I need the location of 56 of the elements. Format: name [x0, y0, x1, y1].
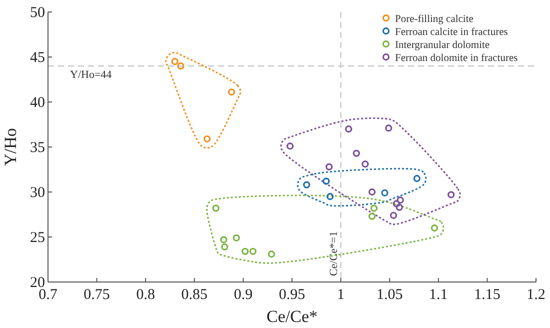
point — [221, 243, 228, 250]
x-tick-label: 0.7 — [38, 287, 58, 303]
point — [390, 212, 398, 219]
x-tick-label: 0.95 — [278, 287, 306, 303]
point — [392, 200, 400, 208]
y-tick-label: 25 — [30, 230, 45, 246]
point — [204, 135, 211, 142]
point — [413, 174, 420, 182]
x-tick-label: 1.05 — [376, 287, 403, 303]
point — [228, 88, 236, 96]
point — [385, 124, 392, 132]
point — [220, 236, 228, 244]
legend-label: Intergranular dolomite — [395, 40, 490, 51]
legend-label: Pore-filling calcite — [395, 14, 474, 25]
point — [396, 196, 404, 204]
point — [362, 160, 369, 168]
point — [345, 125, 352, 133]
x-tick-label: 1.15 — [474, 287, 500, 303]
point — [286, 142, 294, 150]
x-tick-label: 1.2 — [526, 287, 546, 303]
legend-label: Ferroan calcite in fractures — [395, 27, 508, 38]
point — [303, 181, 310, 188]
point — [171, 58, 178, 66]
point — [448, 191, 455, 198]
y-tick-label: 50 — [30, 5, 45, 21]
x-tick-label: 1.1 — [429, 287, 448, 303]
ref-line-label: Ce/Ce*=1 — [328, 231, 340, 276]
point — [326, 163, 333, 170]
point — [396, 204, 403, 211]
point — [249, 248, 257, 255]
y-tick-label: 45 — [30, 50, 45, 66]
y-tick-label: 30 — [30, 185, 45, 201]
x-tick-label: 0.75 — [84, 287, 110, 303]
point — [232, 234, 240, 242]
x-tick-label: 0.8 — [136, 287, 155, 303]
point — [326, 192, 334, 200]
x-tick-label: 1 — [337, 287, 345, 303]
point — [370, 204, 378, 212]
x-tick-label: 0.9 — [234, 287, 253, 303]
point — [212, 204, 220, 212]
point — [242, 248, 249, 255]
point — [381, 189, 388, 196]
y-tick-label: 40 — [30, 95, 45, 111]
x-axis-title: Ce/Ce* — [266, 307, 318, 326]
ref-line-label: Y/Ho=44 — [70, 69, 112, 81]
point — [268, 250, 276, 258]
point — [368, 212, 376, 220]
point — [177, 62, 184, 70]
point — [368, 188, 376, 196]
legend-label: Ferroan dolomite in fractures — [395, 53, 518, 64]
point — [322, 178, 330, 185]
point — [430, 224, 438, 232]
x-tick-label: 0.85 — [181, 287, 208, 303]
y-axis-title: Y/Ho — [1, 128, 20, 166]
point — [352, 150, 360, 157]
y-tick-label: 35 — [30, 140, 45, 156]
